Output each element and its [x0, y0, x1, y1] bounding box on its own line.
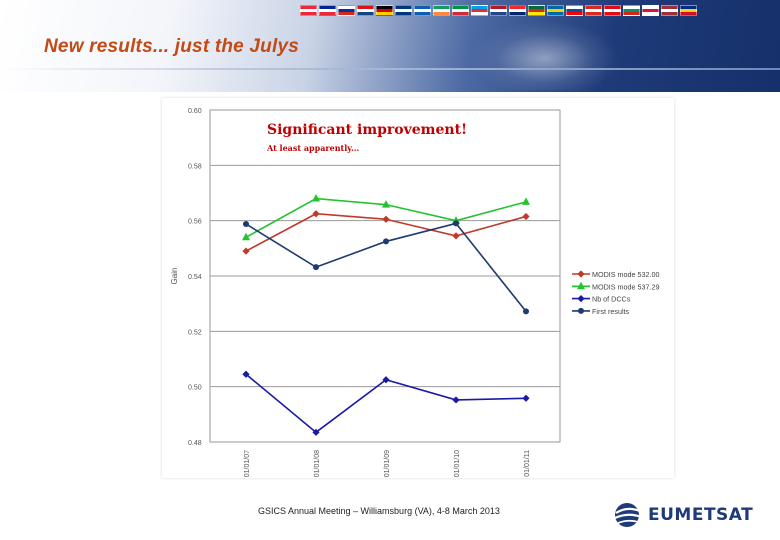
legend-label: MODIS mode 532.00	[592, 270, 660, 279]
data-point	[313, 264, 319, 271]
y-axis-label: Gain	[170, 268, 179, 285]
y-tick-label: 0.54	[188, 274, 202, 281]
annotation-main: Significant improvement!	[267, 122, 468, 138]
x-tick-label: 01/01/11	[524, 450, 531, 477]
flag-icon	[395, 5, 412, 16]
flag-icon	[661, 5, 678, 16]
y-tick-label: 0.50	[188, 385, 202, 392]
chart-frame: 0.60 0.58 0.56 0.54 0.52 0.50 0.48 01/01/07 01/0…	[162, 98, 674, 478]
flag-icon	[509, 5, 526, 16]
flag-icon	[376, 5, 393, 16]
y-tick-label: 0.60	[188, 108, 202, 115]
flag-icon	[623, 5, 640, 16]
gain-line-chart: 0.60 0.58 0.56 0.54 0.52 0.50 0.48 01/01/07 01/0…	[170, 108, 660, 477]
legend-marker	[577, 295, 585, 303]
data-point	[312, 428, 320, 436]
y-tick-label: 0.58	[188, 163, 202, 170]
data-point	[242, 247, 250, 255]
flag-icon	[319, 5, 336, 16]
member-flags	[300, 5, 699, 16]
slide-title: New results... just the Julys	[44, 36, 299, 57]
legend-marker	[577, 281, 585, 290]
globe-icon	[614, 503, 642, 527]
flag-icon	[433, 5, 450, 16]
eumetsat-logo: EUMETSAT	[612, 500, 753, 530]
flag-icon	[357, 5, 374, 16]
flag-icon	[452, 5, 469, 16]
data-point	[242, 232, 250, 241]
x-tick-label: 01/01/09	[384, 450, 391, 477]
header-banner	[0, 0, 780, 92]
data-point	[312, 194, 320, 202]
flag-icon	[300, 5, 317, 16]
flag-icon	[547, 5, 564, 16]
data-point	[522, 394, 530, 402]
x-tick-label: 01/01/07	[244, 450, 251, 477]
flag-icon	[414, 5, 431, 16]
data-point	[312, 210, 320, 218]
flag-icon	[471, 5, 488, 16]
x-tick-label: 01/01/10	[454, 450, 461, 477]
flag-icon	[566, 5, 583, 16]
flag-icon	[338, 5, 355, 16]
data-point	[382, 376, 390, 384]
satellite-image	[470, 20, 620, 90]
data-point	[523, 308, 529, 315]
flag-icon	[490, 5, 507, 16]
legend-marker	[577, 270, 585, 278]
flag-icon	[604, 5, 621, 16]
data-point	[243, 220, 249, 227]
legend-label: Nb of DCCs	[592, 295, 631, 304]
data-point	[452, 396, 460, 404]
data-point	[522, 212, 530, 221]
legend-label: First results	[592, 307, 630, 316]
flag-icon	[680, 5, 697, 16]
data-point	[452, 232, 460, 240]
data-point	[242, 370, 250, 378]
y-tick-label: 0.52	[188, 329, 202, 336]
legend-label: MODIS mode 537.29	[592, 282, 660, 291]
data-point	[382, 200, 390, 208]
x-tick-label: 01/01/08	[314, 450, 321, 477]
data-point	[383, 238, 389, 245]
logo-text: EUMETSAT	[648, 505, 754, 525]
legend-marker	[578, 307, 584, 314]
data-point	[453, 220, 459, 227]
flag-icon	[528, 5, 545, 16]
flag-icon	[585, 5, 602, 16]
flag-icon	[642, 5, 659, 16]
data-point	[382, 215, 390, 223]
footer-text: GSICS Annual Meeting – Williamsburg (VA)…	[258, 506, 500, 516]
y-tick-label: 0.56	[188, 219, 202, 226]
y-tick-label: 0.48	[188, 440, 202, 447]
annotation-sub: At least apparently...	[267, 143, 360, 153]
banner-divider	[0, 68, 780, 70]
data-point	[522, 197, 530, 205]
